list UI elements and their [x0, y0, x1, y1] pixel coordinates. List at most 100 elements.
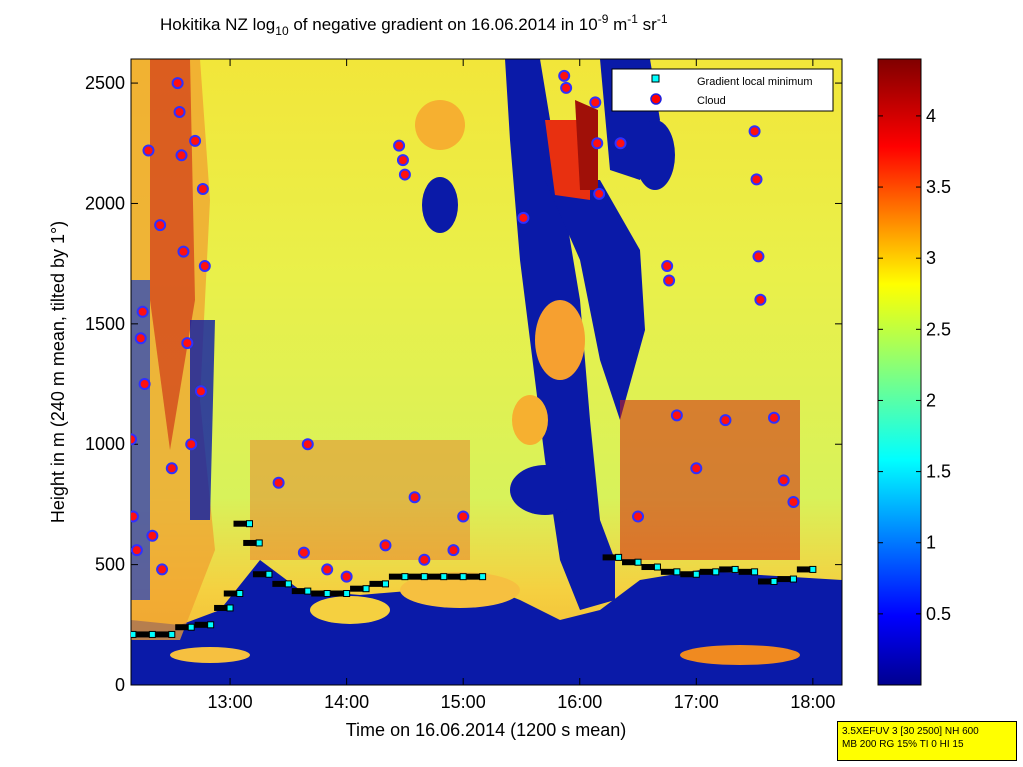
gradient-minimum-bar	[252, 571, 269, 578]
gradient-minimum-point	[265, 570, 273, 578]
gradient-minimum-bar	[175, 624, 192, 631]
cloud-point	[138, 378, 151, 391]
cloud-point	[196, 183, 209, 196]
x-tick-label: 16:00	[557, 692, 602, 712]
x-axis-label: Time on 16.06.2014 (1200 s mean)	[346, 720, 627, 740]
x-tick-label: 17:00	[674, 692, 719, 712]
gradient-minimum-point	[673, 568, 681, 576]
cloud-point	[198, 260, 211, 273]
info-line-1: 3.5XEFUV 3 [30 2500] NH 600	[842, 726, 979, 737]
x-tick-label: 14:00	[324, 692, 369, 712]
cloud-point	[560, 81, 573, 94]
gradient-minimum-bar	[602, 554, 619, 561]
gradient-minimum-point	[226, 604, 234, 612]
gradient-minimum-point	[236, 590, 244, 598]
cloud-point	[589, 96, 602, 109]
gradient-minimum-point	[284, 580, 292, 588]
x-tick-label: 18:00	[790, 692, 835, 712]
y-tick-label: 0	[115, 675, 125, 695]
gradient-minimum-bar	[330, 590, 347, 597]
colorbar-ticks: 0.5 1 1.5 2 2.5 3 3.5 4	[878, 106, 951, 624]
cloud-point	[593, 187, 606, 200]
cloud-point	[142, 144, 155, 157]
gradient-minimum-bar	[223, 590, 240, 597]
legend-label-cloud: Cloud	[697, 95, 726, 107]
gradient-minimum-point	[479, 573, 487, 581]
gradient-minimum-point	[362, 585, 370, 593]
cloud-point	[447, 544, 460, 557]
y-tick-label: 500	[95, 555, 125, 575]
gradient-minimum-bar	[272, 580, 289, 587]
cloud-point	[301, 438, 314, 451]
cloud-point	[754, 293, 767, 306]
gradient-minimum-point	[731, 565, 739, 573]
legend-cloud-marker	[650, 93, 662, 105]
cloud-point	[750, 173, 763, 186]
cloud-point	[379, 539, 392, 552]
cloud-point	[408, 491, 421, 504]
gradient-minimum-bar	[369, 580, 386, 587]
cloud-point	[146, 529, 159, 542]
gradient-minimum-point	[770, 577, 778, 585]
y-tick-label: 2500	[85, 73, 125, 93]
colorbar-tick-label: 2	[926, 390, 936, 410]
cloud-point	[181, 337, 194, 350]
y-tick-label: 1000	[85, 434, 125, 454]
cloud-point	[457, 510, 470, 523]
gradient-minimum-bar	[796, 566, 813, 573]
colorbar-tick-label: 2.5	[926, 319, 951, 339]
gradient-minimum-bar	[427, 573, 444, 580]
cloud-point	[663, 274, 676, 287]
cloud-point	[393, 139, 406, 152]
legend-label-gradient-minimum: Gradient local minimum	[697, 76, 813, 88]
gradient-minimum-point	[653, 563, 661, 571]
gradient-minimum-bar	[466, 573, 483, 580]
cloud-point	[156, 563, 169, 576]
gradient-minimum-point	[751, 568, 759, 576]
colorbar-tick-label: 1.5	[926, 462, 951, 482]
gradient-minimum-bar	[738, 568, 755, 575]
cloud-point	[131, 544, 143, 557]
y-tick-label: 1500	[85, 314, 125, 334]
cloud-point	[752, 250, 765, 263]
cloud-point	[165, 462, 178, 475]
gradient-minimum-point	[401, 573, 409, 581]
gradient-minimum-point	[187, 623, 195, 631]
colorbar-tick-label: 1	[926, 533, 936, 553]
gradient-minimum-bar	[194, 621, 211, 628]
gradient-minimum-bar	[680, 571, 697, 578]
gradient-minimum-point	[131, 630, 137, 638]
legend-gradient-minimum-marker	[651, 74, 660, 83]
cloud-point	[340, 570, 353, 583]
colorbar	[877, 58, 922, 686]
x-tick-label: 13:00	[208, 692, 253, 712]
heatmap-surface-layer	[131, 668, 842, 685]
cloud-point	[189, 134, 202, 147]
cloud-point	[558, 69, 571, 82]
cloud-point	[177, 245, 190, 258]
x-axis-ticks: 13:00 14:00 15:00 16:00 17:00 18:00	[208, 59, 835, 712]
cloud-point	[690, 462, 703, 475]
gradient-minimum-point	[692, 570, 700, 578]
gradient-minimum-point	[712, 568, 720, 576]
colorbar-tick-label: 3	[926, 248, 936, 268]
cloud-point	[591, 137, 604, 150]
gradient-minimum-point	[440, 573, 448, 581]
cloud-point	[131, 433, 137, 446]
gradient-minimum-bar	[155, 631, 172, 638]
gradient-minimum-bar	[719, 566, 736, 573]
cloud-point	[321, 563, 334, 576]
gradient-minimum-point	[420, 573, 428, 581]
cloud-point	[398, 168, 411, 181]
cloud-point	[777, 474, 790, 487]
info-line-2: MB 200 RG 15% TI 0 HI 15	[842, 739, 964, 750]
cloud-point	[748, 125, 761, 138]
cloud-point	[719, 414, 732, 427]
y-axis-ticks: 0 500 1000 1500 2000 2500	[85, 73, 842, 695]
cloud-point	[136, 305, 149, 318]
colorbar-tick-label: 4	[926, 106, 936, 126]
cloud-point	[768, 411, 781, 424]
gradient-minimum-bar	[388, 573, 405, 580]
gradient-minimum-point	[207, 621, 215, 629]
gradient-minimum-bar	[311, 590, 328, 597]
